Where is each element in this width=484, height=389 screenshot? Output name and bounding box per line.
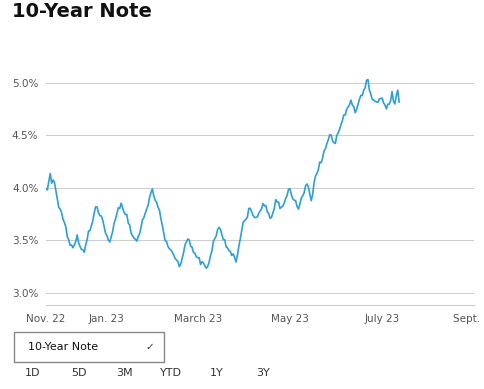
Text: 1D: 1D <box>25 368 41 378</box>
Text: 3Y: 3Y <box>256 368 270 378</box>
Text: ✓: ✓ <box>145 342 154 352</box>
Text: 10-Year Note: 10-Year Note <box>12 2 152 21</box>
Text: 3M: 3M <box>116 368 133 378</box>
Text: 1Y: 1Y <box>210 368 224 378</box>
FancyBboxPatch shape <box>14 332 164 362</box>
Text: 10-Year Note: 10-Year Note <box>28 342 98 352</box>
Text: 5D: 5D <box>71 368 87 378</box>
Text: YTD: YTD <box>160 368 182 378</box>
